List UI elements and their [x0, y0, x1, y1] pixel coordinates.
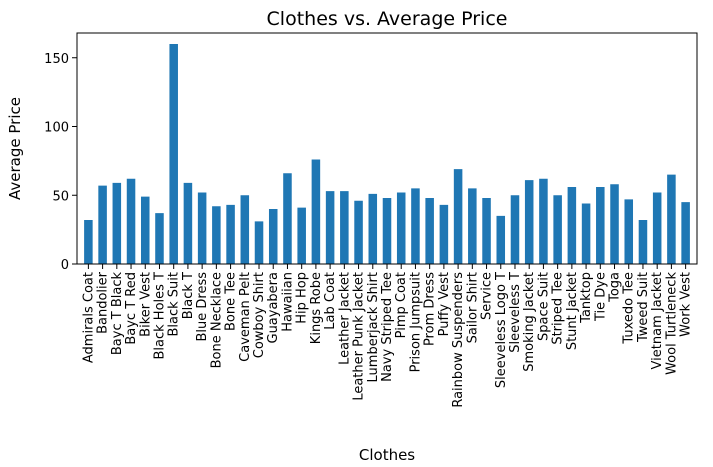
x-tick-label: Kings Robe: [309, 272, 324, 344]
x-tick-label: Toga: [608, 272, 623, 303]
x-tick-label: Hawaiian: [280, 272, 295, 332]
x-tick-label: Wool Turtleneck: [664, 272, 679, 375]
x-tick-label: Tie Dye: [593, 272, 608, 322]
x-tick-label: Prison Jumpsuit: [408, 272, 423, 372]
bar: [482, 198, 491, 264]
bar: [596, 187, 605, 264]
x-tick-label: Work Vest: [679, 272, 694, 337]
x-tick-label: Admirals Coat: [81, 272, 96, 363]
bar: [468, 188, 477, 264]
x-tick-label: Prom Dress: [423, 272, 438, 346]
x-tick-label: Lumberjack Shirt: [366, 272, 381, 382]
x-tick-label: Leather Punk Jacket: [352, 272, 367, 401]
plot-frame: [76, 32, 698, 265]
x-tick-label: Sleeveless Logo T: [494, 272, 509, 388]
x-tick-label: Bayc T Red: [124, 272, 139, 345]
bar: [496, 215, 506, 264]
x-tick-label: Caveman Pelt: [238, 272, 253, 362]
x-tick-label: Bone Tee: [224, 272, 239, 331]
x-tick-label: Rainbow Suspenders: [451, 272, 466, 408]
bar: [539, 178, 548, 264]
bar: [453, 169, 463, 264]
bar: [382, 198, 392, 264]
bar: [368, 193, 378, 264]
x-tick-label: Bandolier: [96, 271, 111, 334]
bar: [581, 203, 591, 264]
bar: [567, 187, 577, 264]
bar: [425, 198, 434, 264]
x-tick-label: Black T: [181, 272, 196, 319]
bar: [212, 206, 221, 264]
x-tick-label: Blue Dress: [195, 272, 210, 342]
x-tick-label: Bone Necklace: [209, 272, 224, 368]
bar: [667, 174, 676, 264]
y-tick-label: 0: [61, 258, 69, 273]
x-tick-label: Space Suit: [536, 272, 551, 341]
x-tick-label: Vietnam Jacket: [650, 272, 665, 369]
bar: [140, 196, 150, 264]
x-tick-label: Black Holes T: [152, 272, 167, 360]
x-tick-label: Striped Tee: [551, 272, 566, 345]
x-tick-label: Puffy Vest: [437, 272, 452, 336]
x-tick-label: Leather Jacket: [337, 272, 352, 365]
x-tick-label: Smoking Jacket: [522, 272, 537, 372]
x-tick-label: Tanktop: [579, 272, 594, 324]
bar: [340, 191, 349, 264]
x-tick-label: Sailor Shirt: [465, 272, 480, 343]
bar: [197, 192, 207, 264]
y-tick-label: 150: [44, 52, 69, 67]
bar: [638, 220, 648, 264]
x-tick-label: Biker Vest: [138, 272, 153, 337]
bar: [510, 195, 520, 264]
x-tick-label: Bayc T Black: [110, 272, 125, 356]
bar: [325, 191, 335, 264]
x-axis-label: Clothes: [359, 446, 415, 464]
y-axis-label: Average Price: [6, 97, 24, 200]
bar: [681, 202, 690, 264]
bar: [524, 180, 534, 264]
y-axis-ticks: 0 50 100 150: [44, 52, 77, 273]
x-tick-label: Service: [480, 272, 495, 320]
x-axis-ticks: Admirals Coat Bandolier Bayc T Black Bayc T…: [81, 264, 694, 408]
bar: [268, 209, 278, 264]
chart-title: Clothes vs. Average Price: [267, 8, 508, 30]
bar: [155, 213, 164, 264]
x-tick-label: Hip Hop: [295, 272, 310, 324]
x-tick-label: Black Suit: [167, 272, 182, 337]
bar: [439, 204, 449, 264]
x-tick-label: Tuxedo Tee: [622, 272, 637, 345]
bar: [112, 182, 122, 264]
bar: [624, 199, 634, 264]
bar: [126, 178, 136, 264]
x-tick-label: Guayabera: [266, 272, 281, 344]
x-tick-label: Lab Coat: [323, 272, 338, 330]
x-tick-label: Navy Striped Tee: [380, 272, 395, 382]
y-tick-label: 50: [52, 189, 69, 204]
x-tick-label: Stunt Jacket: [565, 272, 580, 350]
y-tick-label: 100: [44, 121, 69, 136]
bar: [652, 192, 662, 264]
bar: [84, 220, 93, 264]
bar: [226, 204, 235, 264]
x-tick-label: Sleeveless T: [508, 272, 523, 353]
x-tick-label: Tweed Suit: [636, 272, 651, 343]
bars-group: [84, 44, 690, 264]
bar: [396, 192, 406, 264]
x-tick-label: Cowboy Shirt: [252, 272, 267, 358]
bar: [169, 44, 178, 264]
bar: [254, 221, 264, 264]
bar: [311, 159, 321, 264]
bar: [283, 173, 292, 264]
bar: [297, 207, 306, 264]
bar: [553, 195, 562, 264]
bar: [240, 195, 250, 264]
bar: [183, 182, 193, 264]
bar: [98, 185, 107, 264]
bar: [354, 200, 363, 264]
bar: [411, 188, 420, 264]
bar: [610, 184, 619, 264]
x-tick-label: Pimp Coat: [394, 272, 409, 338]
